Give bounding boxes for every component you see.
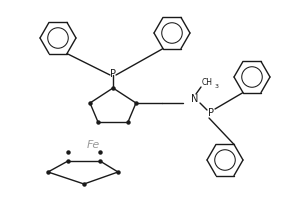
Text: P: P	[208, 108, 214, 118]
Text: Fe: Fe	[86, 140, 100, 150]
Text: P: P	[110, 69, 116, 79]
Text: N: N	[191, 94, 199, 104]
Text: CH: CH	[202, 77, 213, 86]
Text: 3: 3	[215, 83, 219, 89]
